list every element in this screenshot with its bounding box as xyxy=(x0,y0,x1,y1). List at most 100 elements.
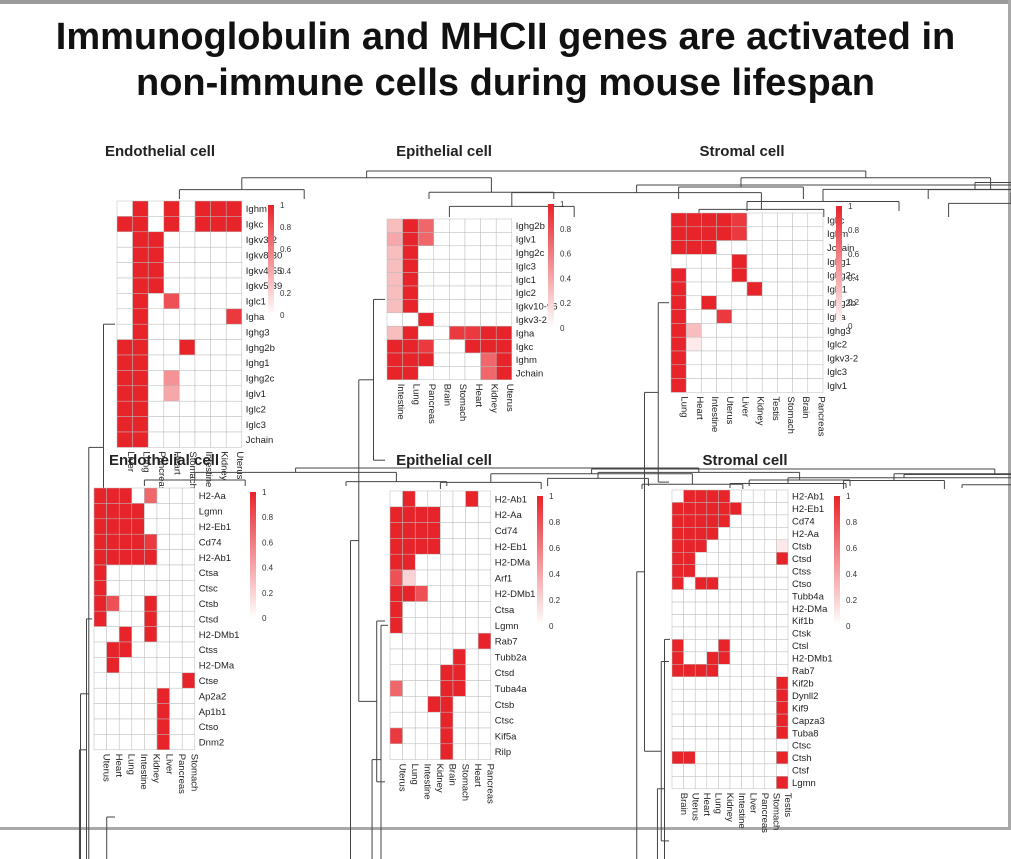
heatmap-cell xyxy=(386,366,403,381)
heatmap-cell xyxy=(465,617,479,634)
heatmap-cell xyxy=(452,743,466,760)
heatmap-cell xyxy=(414,538,429,555)
heatmap-cell xyxy=(225,246,243,263)
heatmap-cell xyxy=(685,226,702,241)
heatmap-cell xyxy=(210,200,227,217)
column-label: Stomach xyxy=(459,764,470,802)
heatmap-cell xyxy=(670,226,687,241)
row-label: H2-Aa xyxy=(495,510,523,521)
legend-tick-label: 0.4 xyxy=(560,274,572,283)
column-label: Brain xyxy=(800,396,811,418)
heatmap-cell xyxy=(465,538,479,555)
heatmap-cell xyxy=(464,218,481,233)
heatmap-cell xyxy=(741,726,754,740)
heatmap-cell xyxy=(163,277,180,294)
legend-tick-label: 0.4 xyxy=(549,570,561,579)
heatmap-cell xyxy=(440,648,454,666)
heatmap-cell xyxy=(670,336,687,352)
heatmap-cell xyxy=(706,688,719,702)
heatmap-cell xyxy=(729,539,742,553)
heatmap-cell xyxy=(169,595,183,612)
heatmap-cell xyxy=(169,503,183,520)
heatmap-cell xyxy=(731,212,748,228)
heatmap-cell xyxy=(414,490,429,508)
heatmap-cell xyxy=(225,308,243,325)
color-legend: 1 0.8 0.6 0.4 0.2 0 xyxy=(834,492,858,631)
heatmap-cell xyxy=(132,370,149,387)
heatmap-cell xyxy=(465,743,479,760)
row-label: Iglc3 xyxy=(827,367,847,378)
heatmap-cell xyxy=(792,267,809,283)
column-label: Stomach xyxy=(785,396,796,434)
heatmap-cell xyxy=(118,595,133,612)
row-label: Ighg3 xyxy=(246,327,270,338)
heatmap-cell xyxy=(132,323,149,340)
heatmap-cell xyxy=(181,641,196,658)
heatmap-cell xyxy=(225,323,243,340)
row-label: Capza3 xyxy=(792,716,825,727)
heatmap-cell xyxy=(414,617,429,634)
heatmap-cells xyxy=(389,490,492,760)
row-label: Ctsc xyxy=(792,741,811,752)
heatmap-cell xyxy=(106,503,120,520)
column-label: Intestine xyxy=(138,754,149,790)
row-label: Ctsc xyxy=(495,716,514,727)
heatmap-cell xyxy=(427,585,441,602)
heatmap-cell xyxy=(449,285,466,300)
heatmap-cell xyxy=(402,218,419,233)
heatmap-cell xyxy=(718,626,731,640)
heatmap-cell xyxy=(694,527,708,541)
column-label: Liver xyxy=(125,451,136,472)
heatmap-cell xyxy=(741,614,754,628)
heatmap-cell xyxy=(729,589,742,603)
heatmap-cell xyxy=(495,272,513,287)
row-label: H2-DMb1 xyxy=(495,589,536,600)
heatmap-cell xyxy=(386,245,403,260)
heatmap-cell xyxy=(671,726,684,740)
heatmap-cell xyxy=(132,200,149,217)
legend-tick-label: 1 xyxy=(549,492,554,501)
heatmap-cell xyxy=(741,564,754,578)
heatmap-cell xyxy=(718,564,731,578)
heatmap-cell xyxy=(194,277,211,294)
heatmap-cell xyxy=(671,626,684,640)
heatmap-cell xyxy=(93,718,107,735)
heatmap-cell xyxy=(764,688,777,702)
heatmap-cell xyxy=(671,614,684,628)
heatmap-cell xyxy=(440,617,454,634)
heatmap-cell xyxy=(683,776,696,790)
heatmap-cell xyxy=(671,564,684,578)
heatmap-cell xyxy=(417,245,435,260)
heatmap-cell xyxy=(131,533,145,550)
row-label: Ctsh xyxy=(792,753,812,764)
row-label: Ap1b1 xyxy=(199,707,226,718)
heatmap-cell xyxy=(452,711,466,729)
heatmap-cell xyxy=(741,651,754,665)
heatmap-cell xyxy=(764,589,777,603)
heatmap-cell xyxy=(685,323,702,338)
column-label: Heart xyxy=(472,764,483,788)
heatmap-cell xyxy=(417,232,435,247)
heatmap-cell xyxy=(685,378,702,393)
heatmap-cell xyxy=(440,553,454,571)
heatmap-cell xyxy=(118,518,133,535)
heatmap-cell xyxy=(194,262,211,279)
heatmap-cell xyxy=(225,400,243,417)
column-label: Stomach xyxy=(771,793,782,831)
heatmap-cell xyxy=(389,680,403,697)
heatmap-cell xyxy=(417,258,435,273)
heatmap-cell xyxy=(480,258,497,273)
column-label: Uterus xyxy=(724,396,735,424)
heatmap-cell xyxy=(685,364,702,379)
heatmap-cell xyxy=(741,639,754,653)
heatmap-cell xyxy=(764,763,777,777)
heatmap-cell xyxy=(683,688,696,702)
heatmap-cell xyxy=(414,743,429,760)
heatmap-cell xyxy=(118,580,133,597)
heatmap-cell xyxy=(414,553,429,571)
heatmap-cell xyxy=(106,626,120,643)
heatmap-cell xyxy=(685,350,702,366)
heatmap-cell xyxy=(402,339,419,354)
heatmap-cell xyxy=(776,489,789,503)
heatmap-cell xyxy=(389,553,403,571)
